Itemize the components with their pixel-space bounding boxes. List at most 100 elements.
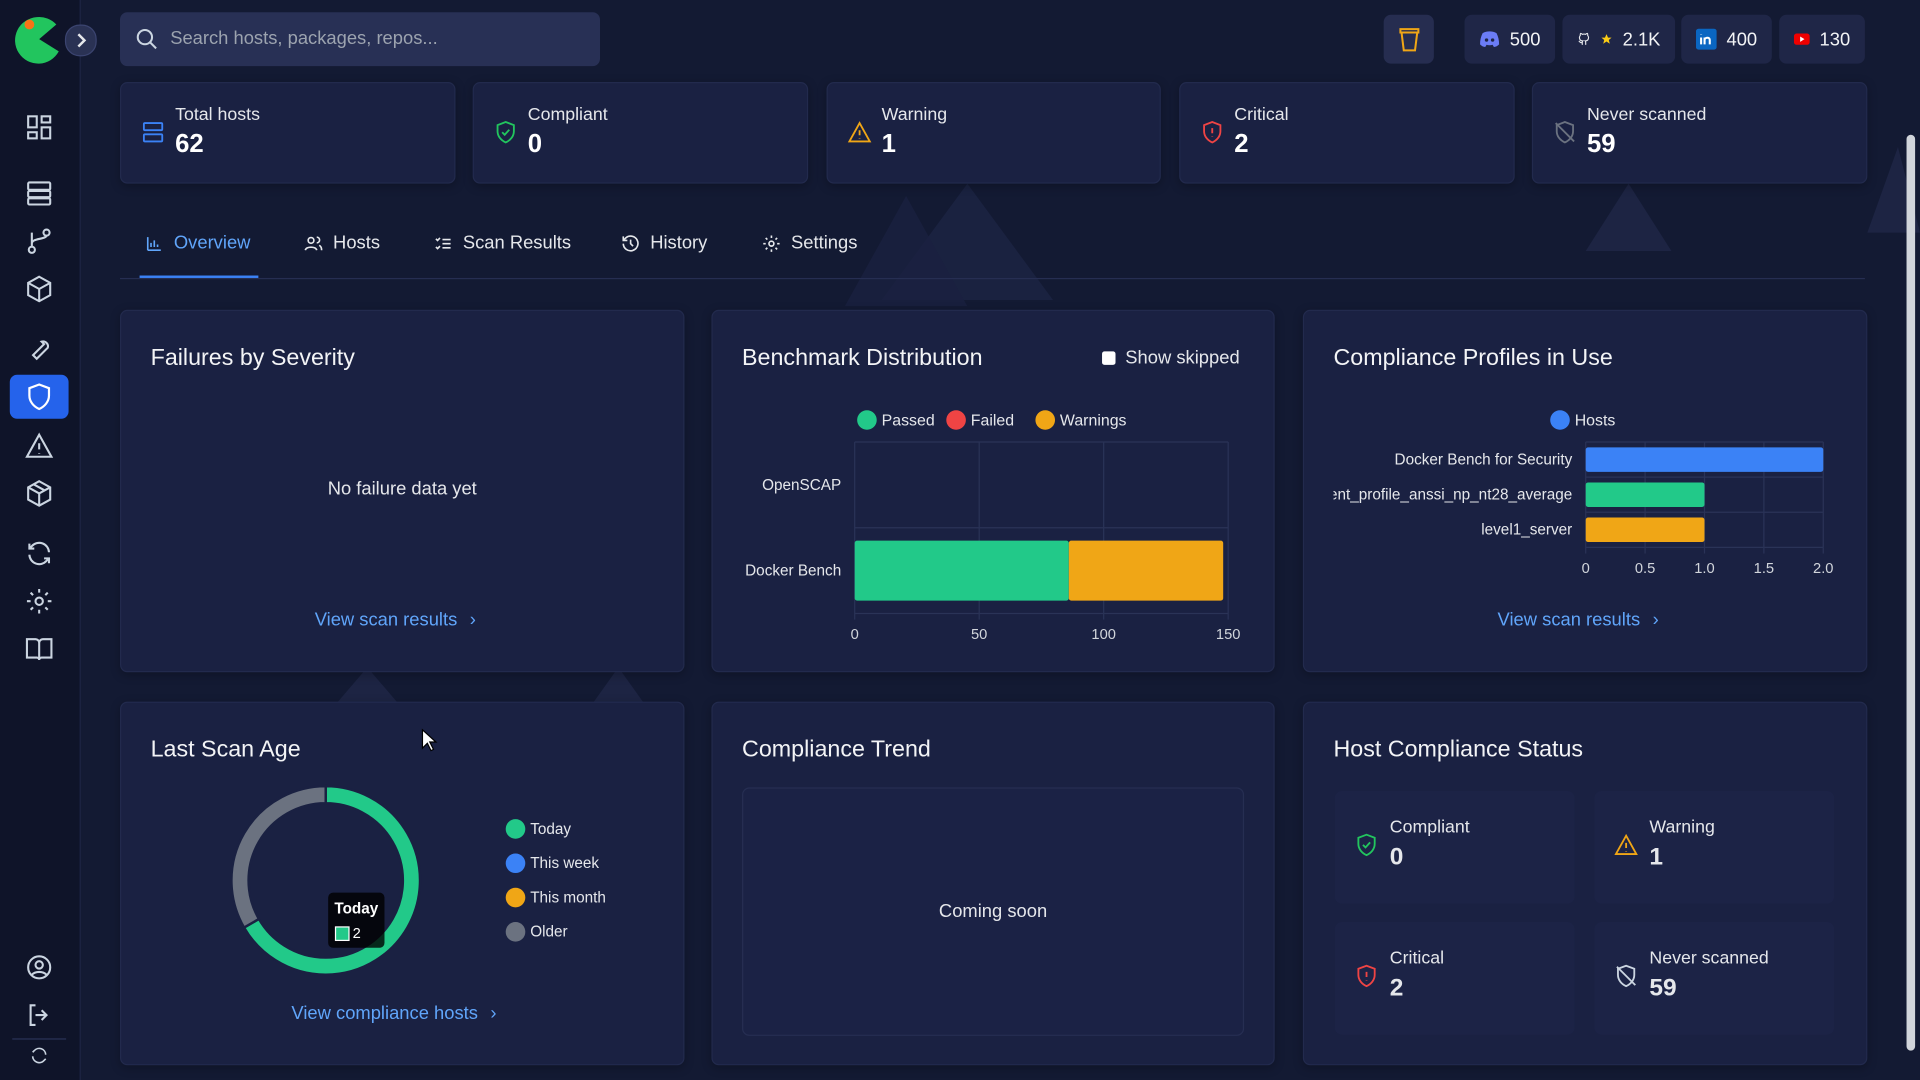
status-value: 59 (1649, 974, 1677, 1002)
nav-automation[interactable] (24, 539, 53, 568)
benchmark-panel: Benchmark Distribution Show skipped Pass… (711, 309, 1275, 673)
chevron (77, 33, 87, 48)
status-value: 2 (1389, 974, 1404, 1002)
stat-card: Total hosts 62 (120, 82, 456, 184)
nav-packages[interactable] (24, 274, 53, 303)
chevron: › (490, 1002, 497, 1024)
status-icon (1555, 121, 1575, 144)
tooltip-title: Today (334, 900, 378, 917)
y-tick-label: OpenSCAP (762, 477, 841, 494)
legend-swatch (1550, 410, 1570, 430)
github-stars: 2.1K (1622, 28, 1661, 50)
nav-compliance[interactable] (24, 382, 53, 411)
status-card: Critical 2 (1334, 922, 1575, 1035)
tooltip-swatch (334, 926, 350, 942)
tab[interactable]: Settings (762, 232, 858, 254)
status-value: 1 (1649, 843, 1664, 871)
nav-repos[interactable] (24, 227, 53, 256)
nav-tools[interactable] (24, 334, 53, 363)
github-badge[interactable]: 2.1K (1562, 14, 1676, 64)
x-tick-label: 0 (851, 627, 859, 643)
view-scan-results-link[interactable]: View scan results › (1498, 610, 1659, 631)
tab-label: Scan Results (462, 232, 572, 254)
star-icon (1601, 34, 1612, 44)
legend-swatch (505, 819, 526, 839)
buy-coffee[interactable] (1383, 14, 1434, 64)
legend-label: Today (530, 821, 571, 838)
host-status-panel: Host Compliance Status Compliant 0 Warning… (1302, 701, 1868, 1066)
profiles-chart: Hosts 0 0.5 1.0 1.5 2.0 Docker Bench for Secur… (1333, 410, 1833, 577)
stat-label: Warning (881, 105, 948, 125)
status-icon (1616, 964, 1636, 988)
checkbox[interactable] (1102, 351, 1116, 365)
tab-icon (304, 235, 323, 250)
status-card: Warning 1 (1594, 791, 1835, 904)
status-card: Compliant 0 (1334, 791, 1575, 904)
divider (12, 1038, 67, 1040)
discord-badge[interactable]: 500 (1464, 14, 1556, 64)
chevron: › (1652, 609, 1659, 631)
stat-value: 59 (1586, 129, 1616, 158)
trend-panel: Compliance Trend Coming soon (711, 701, 1275, 1066)
profiles-panel: Compliance Profiles in Use Hosts 0 0.5 1.0 1… (1302, 309, 1868, 673)
view-compliance-hosts-link[interactable]: View compliance hosts › (291, 1003, 496, 1024)
nav-docs[interactable] (24, 634, 53, 663)
status-card: Never scanned 59 (1594, 922, 1835, 1035)
github-icon (1578, 32, 1590, 45)
status-icon (1357, 964, 1376, 988)
stat-value: 0 (527, 129, 543, 158)
sidebar-toggle[interactable] (64, 24, 97, 57)
y-tick-label: Docker Bench (745, 563, 841, 580)
tab-icon (146, 236, 161, 251)
scrollbar[interactable] (1906, 134, 1916, 1051)
youtube-badge[interactable]: 130 (1779, 14, 1865, 64)
bar (854, 540, 1069, 601)
linkedin-count: 400 (1726, 28, 1758, 50)
linkedin-badge[interactable]: 400 (1681, 14, 1772, 64)
status-icon (496, 121, 515, 144)
stat-value: 62 (175, 129, 204, 158)
nav-active-bg (9, 374, 69, 419)
stat-card: Compliant 0 (472, 82, 809, 184)
nav-logout[interactable] (24, 1000, 53, 1029)
nav-profile[interactable] (24, 953, 53, 982)
panel-title: Benchmark Distribution (742, 345, 983, 372)
logo[interactable] (12, 15, 61, 66)
show-skipped-toggle[interactable]: Show skipped (1102, 348, 1240, 369)
nav-refresh[interactable] (29, 1046, 49, 1066)
cup-icon (1399, 28, 1420, 52)
nav-alerts[interactable] (24, 431, 54, 460)
tab[interactable]: Hosts (304, 233, 380, 253)
y-tick-label: level1_server (1481, 522, 1572, 539)
last-scan-panel: Last Scan Age Today This week This month Ol… (120, 701, 685, 1066)
x-tick-label: 100 (1091, 627, 1116, 643)
status-icon (847, 121, 872, 143)
legend-swatch (505, 922, 526, 942)
tab-active-underline (139, 275, 259, 278)
tab-label: Settings (791, 232, 858, 254)
discord-icon (1480, 31, 1500, 47)
tooltip-value: 2 (353, 926, 361, 942)
youtube-count: 130 (1819, 28, 1851, 50)
search-box[interactable]: Search hosts, packages, repos... (120, 12, 601, 67)
tabs-divider (120, 277, 1865, 280)
legend-label: Older (530, 924, 567, 941)
tab[interactable]: Scan Results (433, 232, 572, 254)
discord-count: 500 (1509, 28, 1541, 50)
nav-settings[interactable] (24, 587, 53, 616)
status-label: Never scanned (1649, 948, 1769, 969)
nav-docker[interactable] (24, 479, 53, 508)
tab[interactable]: Overview (144, 233, 250, 253)
status-label: Compliant (1389, 817, 1470, 838)
status-label: Warning (1649, 817, 1715, 838)
nav-dashboard[interactable] (24, 113, 53, 142)
linkedin-icon (1695, 28, 1717, 50)
nav-hosts[interactable] (24, 179, 53, 208)
legend-swatch (857, 410, 877, 430)
view-scan-results-link[interactable]: View scan results › (315, 610, 476, 631)
y-tick-label: ent_profile_anssi_np_nt28_average (1333, 487, 1572, 504)
youtube-icon (1793, 33, 1810, 45)
tab[interactable]: History (621, 233, 707, 253)
bar (1585, 447, 1824, 472)
